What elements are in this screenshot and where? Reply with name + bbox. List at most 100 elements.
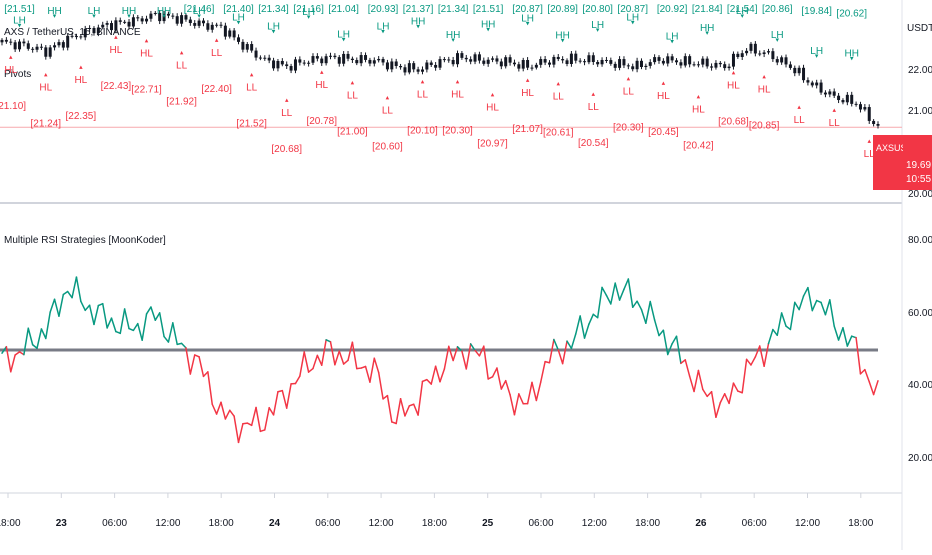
pivot-high-marker: ▾ bbox=[596, 27, 600, 34]
candle-body bbox=[390, 61, 393, 69]
candle-body bbox=[44, 47, 47, 56]
pivot-high-value: [21.34] bbox=[438, 4, 469, 15]
candle-body bbox=[123, 22, 126, 23]
candle-body bbox=[868, 107, 871, 121]
candle-body bbox=[517, 64, 520, 68]
candle-body bbox=[798, 68, 801, 73]
candle-body bbox=[106, 23, 109, 25]
candle-body bbox=[666, 56, 669, 63]
pivot-low-tag: LL bbox=[246, 83, 258, 94]
candle-body bbox=[27, 43, 30, 49]
pivot-low-value: [21.07] bbox=[512, 124, 543, 135]
pivot-low-tag: HL bbox=[657, 91, 670, 102]
candle-body bbox=[36, 47, 39, 50]
candle-body bbox=[355, 60, 358, 63]
candle-body bbox=[539, 59, 542, 65]
candle-body bbox=[495, 58, 498, 61]
candle-body bbox=[71, 36, 74, 37]
candle-body bbox=[631, 66, 634, 69]
candle-body bbox=[342, 54, 345, 64]
pivot-low-marker: ▴ bbox=[867, 138, 871, 145]
pivot-high-marker: ▾ bbox=[451, 37, 455, 44]
candle-body bbox=[841, 100, 844, 102]
candle-body bbox=[430, 63, 433, 65]
price-tick: 21.00 bbox=[908, 106, 932, 117]
pivot-high-marker: ▾ bbox=[307, 14, 311, 21]
candle-body bbox=[658, 57, 661, 61]
pivot-high-marker: ▾ bbox=[272, 29, 276, 36]
candle-body bbox=[368, 60, 371, 64]
candle-body bbox=[40, 47, 43, 48]
time-label: 12:00 bbox=[795, 518, 820, 529]
pivot-high-value: [20.80] bbox=[582, 4, 613, 15]
pivot-low-tag: HL bbox=[74, 75, 87, 86]
pivot-high-value: [21.46] bbox=[184, 4, 215, 15]
candle-body bbox=[592, 55, 595, 62]
candle-body bbox=[347, 54, 350, 59]
time-label: 12:00 bbox=[582, 518, 607, 529]
pivot-low-value: [22.43] bbox=[101, 81, 132, 92]
candle-body bbox=[579, 61, 582, 62]
candle-body bbox=[570, 54, 573, 64]
pivot-high-marker: ▾ bbox=[127, 13, 131, 20]
time-label: 18:00 bbox=[209, 518, 234, 529]
time-label: 18:00 bbox=[0, 518, 21, 529]
candle-body bbox=[596, 62, 599, 64]
pivot-high-marker: ▾ bbox=[815, 53, 819, 60]
candle-body bbox=[382, 59, 385, 62]
candle-body bbox=[241, 42, 244, 50]
pivot-low-value: [20.10] bbox=[407, 125, 438, 136]
pivot-low-value: [21.92] bbox=[166, 97, 197, 108]
pivot-low-tag: HL bbox=[39, 83, 52, 94]
pivot-low-marker: ▴ bbox=[44, 72, 48, 79]
rsi-tick: 60.00 bbox=[908, 308, 932, 319]
price-tick: 22.00 bbox=[908, 65, 932, 76]
candle-body bbox=[776, 59, 779, 62]
candle-body bbox=[333, 56, 336, 57]
candle-body bbox=[31, 49, 34, 50]
price-tick: 20.00 bbox=[908, 189, 932, 200]
time-label: 18:00 bbox=[848, 518, 873, 529]
candle-body bbox=[828, 91, 831, 94]
rsi-indicator-title[interactable]: Multiple RSI Strategies [MoonKoder] bbox=[4, 235, 166, 246]
pivot-high-marker: ▾ bbox=[486, 26, 490, 33]
pivot-high-value: [21.51] bbox=[4, 4, 35, 15]
pivot-low-value: [20.54] bbox=[578, 138, 609, 149]
candle-body bbox=[587, 55, 590, 62]
pivot-low-tag: LL bbox=[864, 149, 876, 160]
candle-body bbox=[351, 59, 354, 60]
candle-body bbox=[552, 57, 555, 65]
time-label: 26 bbox=[695, 518, 707, 529]
candle-body bbox=[684, 56, 687, 65]
pivot-high-value: [19.84] bbox=[801, 6, 832, 17]
candle-body bbox=[754, 44, 757, 54]
candle-body bbox=[640, 61, 643, 67]
candle-body bbox=[601, 60, 604, 64]
candle-body bbox=[66, 36, 69, 48]
candle-body bbox=[671, 56, 674, 60]
pivot-low-marker: ▴ bbox=[491, 91, 495, 98]
pivot-low-marker: ▴ bbox=[79, 64, 83, 71]
candle-body bbox=[465, 58, 468, 59]
candle-body bbox=[329, 56, 332, 57]
candle-body bbox=[452, 60, 455, 64]
pivot-low-marker: ▴ bbox=[456, 79, 460, 86]
candle-body bbox=[145, 19, 148, 22]
pivot-high-marker: ▾ bbox=[631, 20, 635, 27]
candle-body bbox=[193, 23, 196, 26]
candle-body bbox=[701, 59, 704, 65]
candle-body bbox=[644, 66, 647, 67]
last-price-value: 19.69 bbox=[906, 160, 931, 171]
countdown-timer: 10:55 bbox=[906, 174, 931, 185]
candle-body bbox=[141, 18, 144, 21]
candle-body bbox=[872, 121, 875, 124]
candle-body bbox=[443, 59, 446, 60]
candle-body bbox=[736, 54, 739, 57]
time-label: 06:00 bbox=[742, 518, 767, 529]
candle-body bbox=[513, 63, 516, 65]
candle-body bbox=[767, 51, 770, 52]
pivot-low-marker: ▴ bbox=[180, 50, 184, 57]
candle-body bbox=[263, 58, 266, 59]
candle-body bbox=[719, 63, 722, 64]
pivot-low-marker: ▴ bbox=[320, 69, 324, 76]
